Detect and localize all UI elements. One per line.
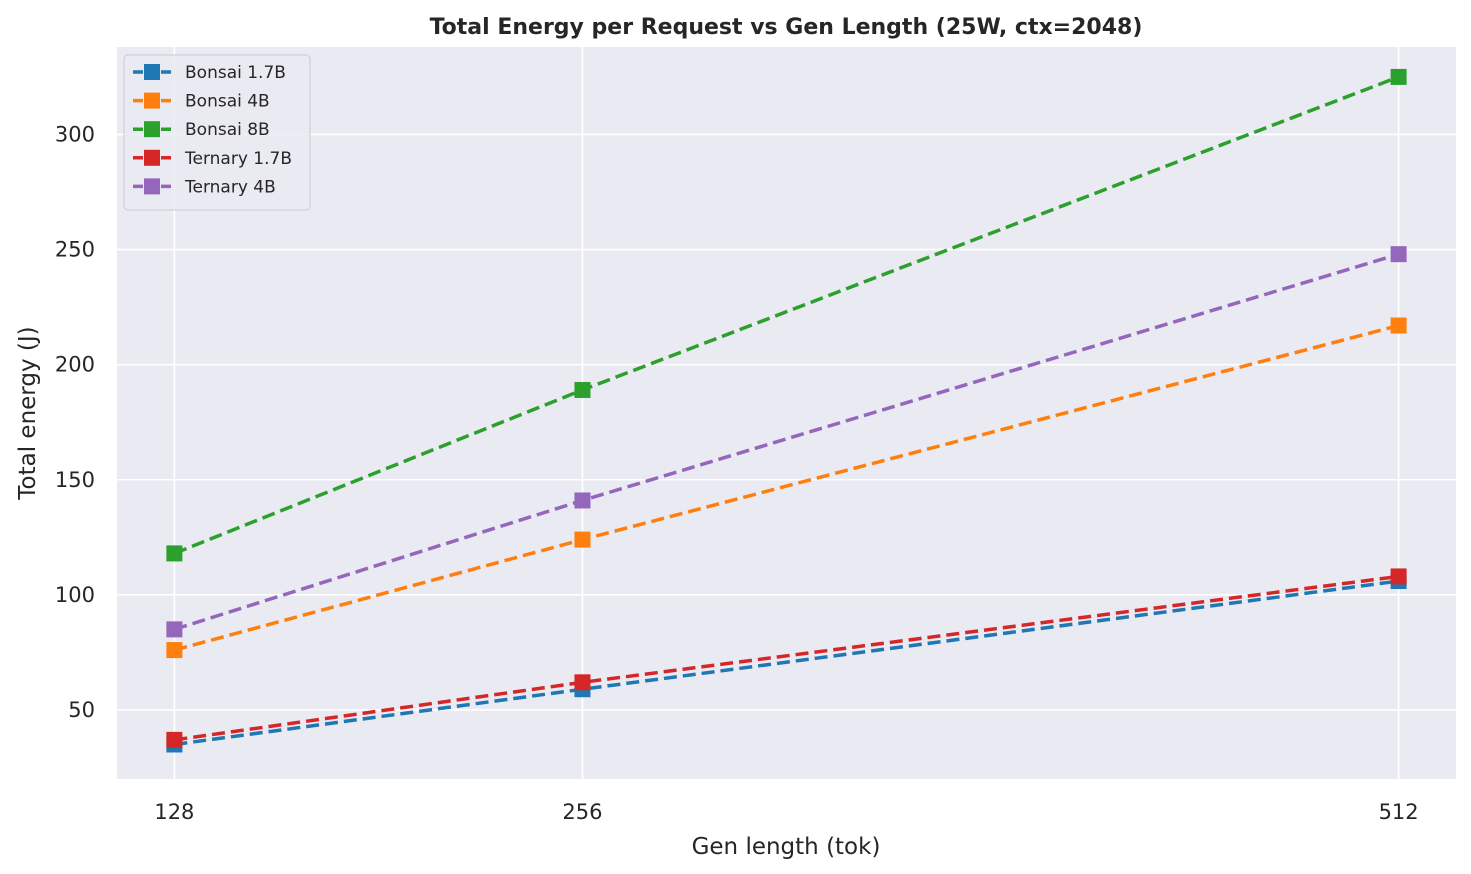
- data-point: [166, 731, 183, 748]
- data-point: [574, 381, 591, 398]
- y-tick-label: 200: [55, 353, 95, 377]
- legend-item: Bonsai 8B: [133, 120, 270, 140]
- legend: Bonsai 1.7B Bonsai 4B Bonsai 8B Ternary 1.7…: [123, 54, 311, 211]
- data-point: [1390, 68, 1407, 85]
- x-axis-ticks: 128 256 512: [154, 800, 1418, 824]
- data-point: [166, 621, 183, 638]
- y-tick-label: 50: [68, 698, 95, 722]
- legend-label: Ternary 4B: [184, 177, 276, 197]
- legend-marker: [144, 64, 160, 80]
- series-bonsai-4b: [166, 317, 1407, 659]
- legend-box: [123, 54, 311, 211]
- data-point: [574, 531, 591, 548]
- legend-label: Bonsai 1.7B: [185, 63, 286, 83]
- data-point: [1390, 568, 1407, 585]
- legend-marker: [144, 121, 160, 138]
- legend-item: Ternary 4B: [133, 177, 276, 197]
- legend-item: Bonsai 1.7B: [133, 63, 286, 83]
- series-ternary-4b: [166, 246, 1407, 638]
- series-line: [174, 574, 1399, 742]
- data-point: [1390, 317, 1407, 334]
- legend-label: Ternary 1.7B: [184, 149, 292, 169]
- x-tick-label: 512: [1379, 800, 1419, 824]
- y-tick-label: 150: [55, 468, 95, 492]
- chart-title: Total Energy per Request vs Gen Length (…: [430, 15, 1143, 40]
- y-axis-label: Total energy (J): [15, 326, 41, 500]
- y-axis-ticks: 50 100 150 200 250 300: [55, 122, 95, 721]
- gridlines: [117, 47, 1456, 779]
- legend-label: Bonsai 8B: [185, 120, 270, 140]
- data-point: [1390, 246, 1407, 263]
- legend-marker: [144, 178, 160, 195]
- legend-label: Bonsai 4B: [185, 92, 270, 112]
- legend-marker: [144, 92, 160, 109]
- x-tick-label: 256: [562, 800, 602, 824]
- data-point: [166, 545, 183, 562]
- x-tick-label: 128: [154, 800, 194, 824]
- y-tick-label: 300: [55, 122, 95, 146]
- data-point: [166, 642, 183, 659]
- legend-marker: [144, 149, 160, 166]
- y-tick-label: 100: [55, 583, 95, 607]
- series-bonsai-8b: [166, 68, 1407, 562]
- legend-item: Ternary 1.7B: [133, 149, 292, 169]
- series-layer: [166, 68, 1407, 753]
- legend-item: Bonsai 4B: [133, 92, 270, 112]
- series-ternary-1-7b: [166, 568, 1407, 748]
- y-tick-label: 250: [55, 238, 95, 262]
- data-point: [574, 492, 591, 509]
- x-axis-label: Gen length (tok): [692, 834, 881, 860]
- plot-area: [117, 47, 1456, 779]
- data-point: [574, 674, 591, 691]
